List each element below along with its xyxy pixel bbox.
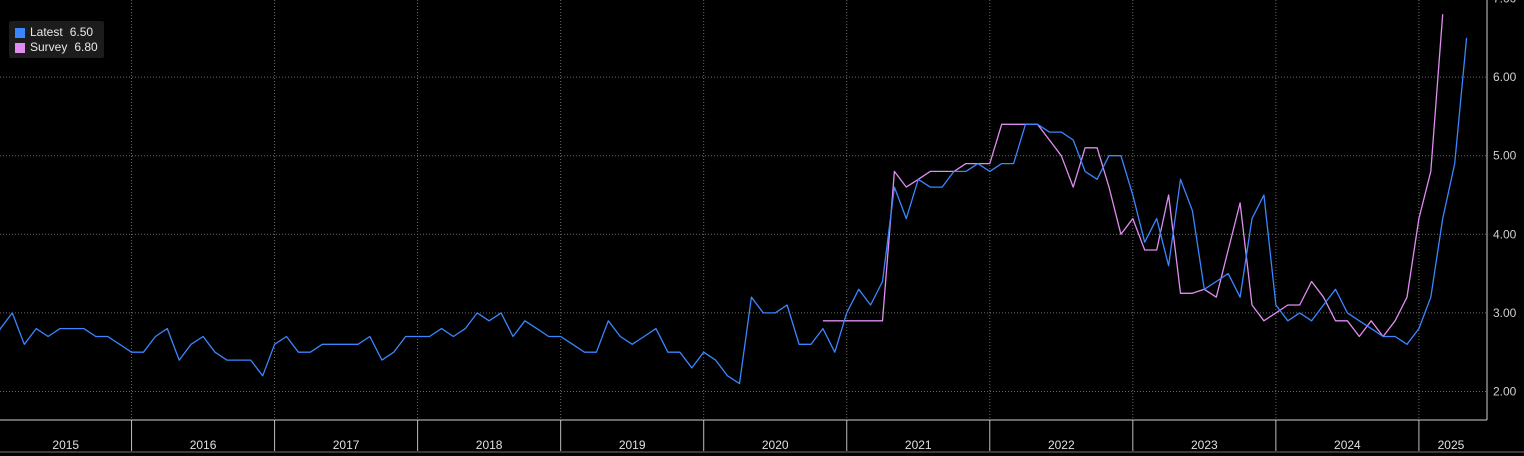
series-lines <box>0 14 1468 385</box>
x-tick-label: 2016 <box>190 438 217 452</box>
y-tick-label: 5.00 <box>1493 149 1517 163</box>
legend-label-survey: Survey <box>30 40 68 54</box>
x-tick-label: 2015 <box>52 438 79 452</box>
x-tick-label: 2025 <box>1438 438 1465 452</box>
y-tick-label: 4.00 <box>1493 227 1517 241</box>
x-tick-label: 2022 <box>1048 438 1075 452</box>
legend-label-latest: Latest <box>30 25 63 39</box>
gridlines <box>0 0 1487 420</box>
y-tick-label: 3.00 <box>1493 306 1517 320</box>
x-tick-label: 2018 <box>476 438 503 452</box>
legend-swatch-survey <box>15 42 25 53</box>
y-tick-label: 2.00 <box>1493 385 1517 399</box>
x-tick-label: 2024 <box>1334 438 1361 452</box>
legend-value-latest: 6.50 <box>69 25 94 39</box>
y-tick-label: 7.00 <box>1493 0 1517 6</box>
x-tick-label: 2023 <box>1191 438 1218 452</box>
x-tick-label: 2017 <box>333 438 360 452</box>
legend: Latest 6.50 Survey 6.80 <box>9 21 104 58</box>
legend-item-survey: Survey 6.80 <box>15 40 98 55</box>
legend-item-latest: Latest 6.50 <box>15 25 98 40</box>
x-tick-label: 2020 <box>762 438 789 452</box>
series-line-survey <box>822 14 1444 338</box>
x-tick-label: 2019 <box>619 438 646 452</box>
series-line-latest <box>0 37 1468 385</box>
x-tick-label: 2021 <box>905 438 932 452</box>
legend-value-survey: 6.80 <box>74 40 98 54</box>
legend-swatch-latest <box>15 27 25 38</box>
y-tick-label: 6.00 <box>1493 70 1517 84</box>
y-tick-labels: 2.00 3.00 4.00 5.00 6.00 7.00 <box>1493 0 1517 399</box>
x-tick-labels: 2015 2016 2017 2018 2019 2020 2021 2022 2023 2024… <box>52 438 1464 452</box>
